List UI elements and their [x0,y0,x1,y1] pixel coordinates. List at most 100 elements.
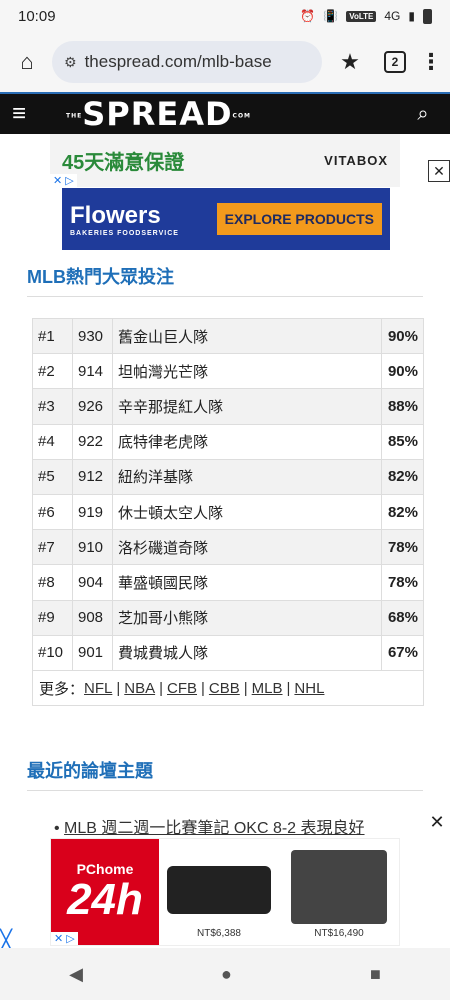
code-cell: 908 [72,599,113,636]
table-row: #2 914 坦帕灣光芒隊 90% [32,353,424,390]
close-ad-button[interactable]: ✕ [428,160,450,182]
percent-cell: 82% [381,458,424,495]
adchoices-icon[interactable]: ✕ ▷ [50,174,77,187]
ad-product-gpu[interactable]: NT$16,490 [279,839,399,945]
home-nav-icon[interactable]: ● [221,963,232,984]
sport-link-cfb[interactable]: CFB [167,679,198,697]
team-cell: 華盛頓國民隊 [112,564,382,601]
percent-cell: 78% [381,529,424,566]
ad-brand: Flowers [70,201,161,229]
ad-price: NT$16,490 [314,928,364,939]
percent-cell: 78% [381,564,424,601]
sport-link-mlb[interactable]: MLB [251,679,283,697]
rank-cell: #5 [32,458,73,495]
forum-section-title: 最近的論壇主題 [27,761,153,781]
code-cell: 922 [72,423,113,460]
code-cell: 912 [72,458,113,495]
bookmark-star-icon[interactable]: ★ [340,49,360,74]
code-cell: 919 [72,493,113,531]
ad-banner-bottom[interactable]: PChome 24h NT$6,388 NT$16,490 ✕ ▷ [50,838,400,946]
table-row: #1 930 舊金山巨人隊 90% [32,317,424,355]
team-cell: 舊金山巨人隊 [112,317,382,355]
home-icon[interactable]: ⌂ [20,49,34,74]
sport-link-cbb[interactable]: CBB [208,679,240,697]
separator: | [201,679,205,697]
code-cell: 901 [72,634,113,671]
back-icon[interactable]: ◀ [69,963,83,984]
mlb-section-title: MLB熱門大眾投注 [27,267,174,287]
rank-cell: #1 [32,317,73,355]
percent-cell: 88% [381,388,424,425]
separator: | [116,679,121,697]
rank-cell: #9 [32,599,73,636]
sport-link-nhl[interactable]: NHL [294,679,325,697]
ad-product-router[interactable]: NT$6,388 [159,839,279,945]
separator: | [159,679,164,697]
more-menu-icon[interactable]: ⋮ [420,49,442,74]
url-text: thespread.com/mlb-base [84,52,272,71]
close-ad-button[interactable]: ✕ [424,812,450,834]
recents-icon[interactable]: ■ [370,963,381,984]
ad-cta-button[interactable]: EXPLORE PRODUCTS [216,203,382,235]
separator: | [286,679,291,697]
team-cell: 芝加哥小熊隊 [112,599,382,636]
android-nav-bar: ◀ ● ■ [0,948,450,1000]
ad-sub: BAKERIES FOODSERVICE [70,229,179,237]
sport-link-nba[interactable]: NBA [124,679,156,697]
table-row: #5 912 紐約洋基隊 82% [32,458,424,495]
site-settings-icon[interactable]: ⚙ [64,53,77,70]
code-cell: 904 [72,564,113,601]
team-cell: 坦帕灣光芒隊 [112,353,382,390]
betting-table: #1 930 舊金山巨人隊 90% #2 914 坦帕灣光芒隊 90% #3 926 辛辛那提紅人隊… [32,317,424,671]
table-row: #3 926 辛辛那提紅人隊 88% [32,388,424,425]
site-header: ≡ THESPREADCOM ⌕ [0,92,450,134]
table-row: #7 910 洛杉磯道奇隊 78% [32,529,424,566]
tab-switcher-button[interactable]: 2 [384,51,406,73]
sport-link-nfl[interactable]: NFL [84,679,113,697]
forum-topic-item: • MLB 週二週一比賽筆記 OKC 8-2 表現良好 [54,820,365,837]
ad-slogan: 45天滿意保證 [62,152,185,174]
percent-cell: 68% [381,599,424,636]
table-row: #4 922 底特律老虎隊 85% [32,423,424,460]
browser-toolbar: ⌂ ⚙ thespread.com/mlb-base ★ 2 ⋮ [0,32,450,92]
percent-cell: 90% [381,353,424,390]
rank-cell: #8 [32,564,73,601]
separator: | [243,679,248,697]
hamburger-menu-icon[interactable]: ≡ [12,100,27,127]
more-label: 更多： [39,680,85,698]
table-row: #8 904 華盛頓國民隊 78% [32,564,424,601]
percent-cell: 85% [381,423,424,460]
divider [27,296,423,297]
percent-cell: 90% [381,317,424,355]
ad-brand: VITABOX [324,153,388,168]
signal-icon: ▮ [408,9,415,23]
forum-topic-link[interactable]: MLB 週二週一比賽筆記 OKC 8-2 表現良好 [64,820,365,837]
rank-cell: #4 [32,423,73,460]
network-type: 4G [384,9,401,23]
volte-badge: VoLTE [346,10,377,22]
code-cell: 930 [72,317,113,355]
team-cell: 洛杉磯道奇隊 [112,529,382,566]
close-icon[interactable]: ╳ [0,930,13,952]
table-row: #6 919 休士頓太空人隊 82% [32,493,424,531]
ad-banner-flowers[interactable]: Flowers BAKERIES FOODSERVICE EXPLORE PROD… [62,188,390,250]
adchoices-icon[interactable]: ✕ ▷ [51,932,78,945]
url-bar[interactable]: ⚙ thespread.com/mlb-base [52,41,322,83]
code-cell: 914 [72,353,113,390]
team-cell: 辛辛那提紅人隊 [112,388,382,425]
pchome-logo: PChome 24h [51,839,159,945]
code-cell: 910 [72,529,113,566]
ad-banner-top[interactable]: 45天滿意保證 VITABOX ✕ ▷ [50,134,400,187]
divider [27,790,423,791]
vibrate-icon: 📳 [323,9,339,23]
team-cell: 底特律老虎隊 [112,423,382,460]
rank-cell: #6 [32,493,73,531]
percent-cell: 82% [381,493,424,531]
search-icon[interactable]: ⌕ [417,102,429,125]
rank-cell: #7 [32,529,73,566]
rank-cell: #10 [32,634,73,671]
rank-cell: #3 [32,388,73,425]
team-cell: 休士頓太空人隊 [112,493,382,531]
more-sports-row: 更多： NFL | NBA | CFB | CBB | MLB | NHL [32,670,424,706]
site-logo[interactable]: THESPREADCOM [66,95,252,133]
